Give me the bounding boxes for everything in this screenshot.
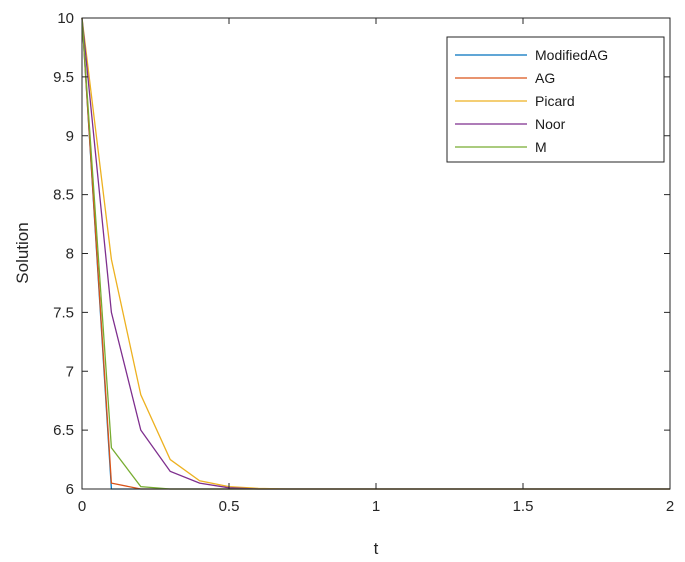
ticks-layer: 0 0.5 1 1.5 2 6 6.5 7 7.5 8 8.5 9 9.5 10	[53, 10, 674, 515]
x-tick-label: 1	[372, 498, 380, 515]
y-tick-label: 7	[66, 363, 74, 380]
legend-label-ag: AG	[535, 70, 555, 86]
legend-label-modifiedag: ModifiedAG	[535, 47, 608, 63]
y-axis-label: Solution	[13, 222, 32, 283]
x-tick-label: 1.5	[513, 498, 534, 515]
y-tick-label: 8.5	[53, 187, 74, 204]
legend: ModifiedAG AG Picard Noor M	[446, 36, 665, 163]
y-tick-label: 10	[57, 10, 74, 27]
y-tick-label: 6	[66, 481, 74, 498]
legend-box	[446, 36, 665, 163]
y-tick-label: 6.5	[53, 422, 74, 439]
y-tick-label: 7.5	[53, 304, 74, 321]
legend-label-m: M	[535, 139, 547, 155]
legend-label-picard: Picard	[535, 93, 575, 109]
x-axis-label: t	[374, 539, 379, 558]
y-tick-label: 8	[66, 246, 74, 263]
y-tick-label: 9	[66, 128, 74, 145]
x-tick-label: 0.5	[219, 498, 240, 515]
x-tick-label: 2	[666, 498, 674, 515]
y-tick-label: 9.5	[53, 69, 74, 86]
x-tick-label: 0	[78, 498, 86, 515]
legend-label-noor: Noor	[535, 116, 566, 132]
